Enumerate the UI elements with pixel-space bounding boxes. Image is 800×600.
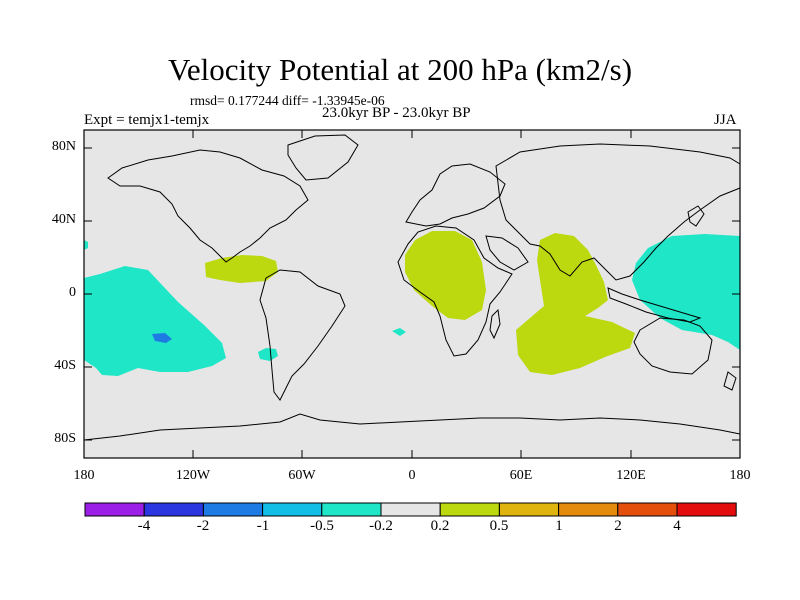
japan-coast <box>687 205 705 227</box>
colorbar-label: 4 <box>673 518 681 534</box>
north-america-coast <box>107 149 309 263</box>
lat-label: 80N <box>51 139 76 154</box>
colorbar-box-8 <box>498 502 560 517</box>
colorbar-label: -0.2 <box>369 518 393 534</box>
central-america-positive-region <box>205 255 278 283</box>
east-pacific-negative-blob <box>258 348 278 361</box>
colorbar-box-4 <box>262 502 323 517</box>
lon-label: 60E <box>509 468 533 483</box>
lat-label: 40S <box>54 358 76 373</box>
colorbar-box-1 <box>84 502 145 517</box>
colorbar-label: -4 <box>137 518 151 534</box>
new-zealand-coast <box>723 371 737 391</box>
antarctica-coast <box>83 413 741 441</box>
lat-label: 0 <box>69 285 76 300</box>
lon-label: 120W <box>175 468 211 483</box>
south-pacific-negative-region <box>84 266 226 376</box>
plot-title: Velocity Potential at 200 hPa (km2/s) <box>167 52 633 87</box>
lon-label: 0 <box>408 468 416 483</box>
lat-label: 40N <box>51 212 76 227</box>
west-pacific-negative-region <box>632 234 740 350</box>
africa-coast <box>397 225 513 357</box>
colorbar-label: -1 <box>256 518 270 534</box>
map-background <box>84 130 740 458</box>
south-pacific-core-region <box>152 333 172 343</box>
colorbar-label: 2 <box>614 518 622 534</box>
colorbar-label: -2 <box>196 518 210 534</box>
colorbar-label: 1 <box>555 518 563 534</box>
stats-text: rmsd= 0.177244 diff= -1.33945e-06 <box>190 93 385 108</box>
colorbar-box-7 <box>439 502 500 517</box>
africa-positive-region <box>405 231 486 320</box>
colorbar-box-5 <box>321 502 382 517</box>
lon-label: 180 <box>73 468 95 483</box>
period-label: 23.0kyr BP - 23.0kyr BP <box>322 105 471 121</box>
australia-coast <box>633 317 713 375</box>
colorbar-label: 0.2 <box>430 518 450 534</box>
lon-label: 60W <box>288 468 316 483</box>
maritime-continent-coast <box>607 287 702 323</box>
colorbar-label: -0.5 <box>310 518 334 534</box>
season-label: JJA <box>714 112 737 128</box>
colorbar <box>84 502 737 517</box>
lat-label: 80S <box>54 431 76 446</box>
colorbar-box-10 <box>617 502 678 517</box>
colorbar-box-9 <box>558 502 619 517</box>
lon-label: 120E <box>616 468 646 483</box>
colorbar-box-3 <box>202 502 264 517</box>
madagascar-coast <box>489 308 501 340</box>
lon-ticks <box>192 130 632 458</box>
dateline-negative-strip <box>84 240 88 250</box>
greenland-coast <box>287 134 359 181</box>
south-america-coast <box>259 269 346 401</box>
colorbar-label: 0.5 <box>489 518 509 534</box>
coastlines <box>83 134 741 441</box>
experiment-label: Expt = temjx1-temjx <box>84 112 210 128</box>
asia-coast <box>495 143 741 281</box>
atlantic-negative-blob <box>392 328 406 336</box>
colorbar-box-2 <box>143 502 204 517</box>
contour-regions <box>84 231 740 376</box>
indian-ocean-positive-region <box>516 233 635 375</box>
lon-label: 180 <box>729 468 751 483</box>
lat-ticks <box>84 147 740 441</box>
colorbar-box-6 <box>380 502 441 517</box>
colorbar-box-11 <box>676 502 737 517</box>
arabia-coast <box>485 235 529 271</box>
